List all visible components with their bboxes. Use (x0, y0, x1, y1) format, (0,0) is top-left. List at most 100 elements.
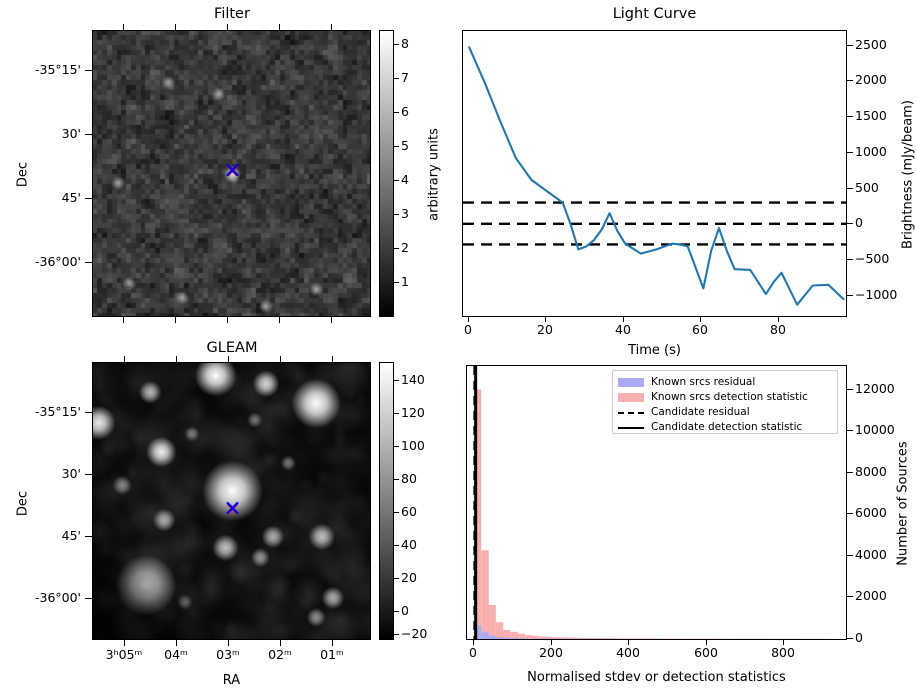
lc-xtick-mark (623, 316, 624, 322)
filter-cbar-tick (394, 44, 399, 45)
gleam-xtick-mark (332, 356, 333, 362)
filter-cbar-tick (394, 180, 399, 181)
gleam-xtick-mark (280, 356, 281, 362)
lc-ytick-mark (847, 80, 853, 81)
legend-item: Known srcs residual (618, 375, 831, 390)
lc-xlabel: Time (s) (628, 343, 681, 358)
gleam-cbar-tick (394, 380, 399, 381)
gleam-xtick-label: 02ᵐ (268, 647, 292, 662)
gleam-cbar-tick (394, 446, 399, 447)
filter-sky-image (93, 31, 370, 316)
histogram-bar (517, 633, 525, 639)
hist-ytick-label: 12000 (855, 381, 895, 396)
filter-cbar-tick (394, 112, 399, 113)
hist-ytick-label: 10000 (855, 422, 895, 437)
histogram-bar (612, 638, 620, 639)
hist-ytick-mark (847, 389, 853, 390)
gleam-ytick-mark (85, 598, 92, 599)
gleam-title: GLEAM (206, 340, 258, 356)
legend-label: Candidate detection statistic (651, 421, 803, 433)
lc-xtick-label: 80 (770, 322, 786, 337)
gleam-cbar-label: 140 (401, 372, 425, 387)
lc-ytick-mark (847, 223, 853, 224)
gleam-colorbar (379, 362, 394, 640)
hist-ytick-mark (847, 472, 853, 473)
histogram-bar (597, 638, 606, 639)
lc-xtick-mark (468, 316, 469, 322)
lc-xtick-label: 40 (615, 322, 631, 337)
histogram-bar (488, 605, 496, 639)
histogram-bar (641, 638, 649, 639)
histogram-series (473, 389, 839, 639)
filter-xtick-mark (175, 316, 176, 323)
histogram-bar (525, 635, 533, 639)
legend-label: Known srcs residual (651, 376, 756, 388)
lc-ytick-mark (847, 188, 853, 189)
lc-ytick-label: −500 (855, 251, 890, 266)
lc-ytick-label: 2500 (855, 37, 887, 52)
hist-ytick-mark (847, 430, 853, 431)
legend-swatch-known-srcs-detection-statistic (618, 393, 644, 402)
filter-cbar-label: 7 (401, 70, 409, 85)
gleam-ytick-mark (85, 474, 92, 475)
hist-ytick-label: 0 (855, 630, 863, 645)
lc-ylabel: Brightness (mJy/beam) (900, 100, 916, 249)
histogram-bar (496, 637, 504, 639)
histogram-bar (656, 638, 664, 639)
gleam-cbar-tick (394, 634, 399, 635)
hist-ylabel: Number of Sources (895, 441, 911, 566)
gleam-cbar-label: 20 (401, 570, 417, 585)
filter-ytick-label: -36°00' (34, 254, 81, 269)
histogram-bar (503, 630, 511, 639)
histogram-bar (627, 638, 635, 639)
gleam-xtick-mark (124, 640, 125, 646)
lc-xtick-mark (545, 316, 546, 322)
filter-cbar-label: 6 (401, 104, 409, 119)
lc-ytick-label: 2000 (855, 72, 887, 87)
filter-ytick-label: 45' (61, 190, 81, 205)
hist-ytick-mark (847, 513, 853, 514)
legend-line-candidate-detection-statistic (618, 422, 644, 433)
filter-cbar-tick (394, 146, 399, 147)
filter-cbar-label: 2 (401, 240, 409, 255)
gleam-cbar-tick (394, 413, 399, 414)
legend-line-candidate-residual (618, 407, 644, 418)
hist-ytick-label: 6000 (855, 505, 887, 520)
filter-ytick-mark (85, 134, 92, 135)
filter-cbar-tick (394, 282, 399, 283)
histogram-bar (561, 637, 569, 639)
lc-ytick-mark (847, 116, 853, 117)
gleam-xtick-mark (332, 640, 333, 646)
gleam-ytick-mark (85, 536, 92, 537)
hist-xtick-mark (473, 639, 474, 645)
lc-xtick-label: 60 (692, 322, 708, 337)
filter-ytick-label: 30' (61, 126, 81, 141)
light-curve-svg (463, 46, 846, 306)
histogram-bar (539, 636, 547, 639)
filter-xtick-mark (227, 316, 228, 323)
histogram-bar (510, 631, 518, 639)
histogram-bar (590, 637, 598, 639)
filter-xtick-mark (279, 24, 280, 31)
gleam-xtick-mark (228, 356, 229, 362)
filter-xtick-mark (331, 24, 332, 31)
hist-xtick-mark (551, 639, 552, 645)
light-curve-line (467, 46, 845, 306)
gleam-xtick-label: 03ᵐ (216, 647, 240, 662)
hist-xtick-label: 600 (694, 645, 718, 660)
filter-xtick-mark (123, 24, 124, 31)
histogram-bar (583, 637, 591, 639)
histogram-bar (648, 638, 657, 639)
filter-xtick-mark (227, 24, 228, 31)
lc-ytick-mark (847, 45, 853, 46)
histogram-bar (619, 638, 627, 639)
gleam-ytick-label: 30' (61, 466, 81, 481)
histogram-svg (473, 366, 839, 639)
lc-ytick-label: −1000 (855, 287, 898, 302)
histogram-bar (568, 637, 577, 639)
legend-item: Candidate detection statistic (618, 420, 831, 435)
gleam-image-axes (92, 362, 371, 640)
legend-label: Known srcs detection statistic (651, 391, 808, 403)
gleam-xtick-mark (124, 356, 125, 362)
histogram-bar (473, 625, 482, 639)
